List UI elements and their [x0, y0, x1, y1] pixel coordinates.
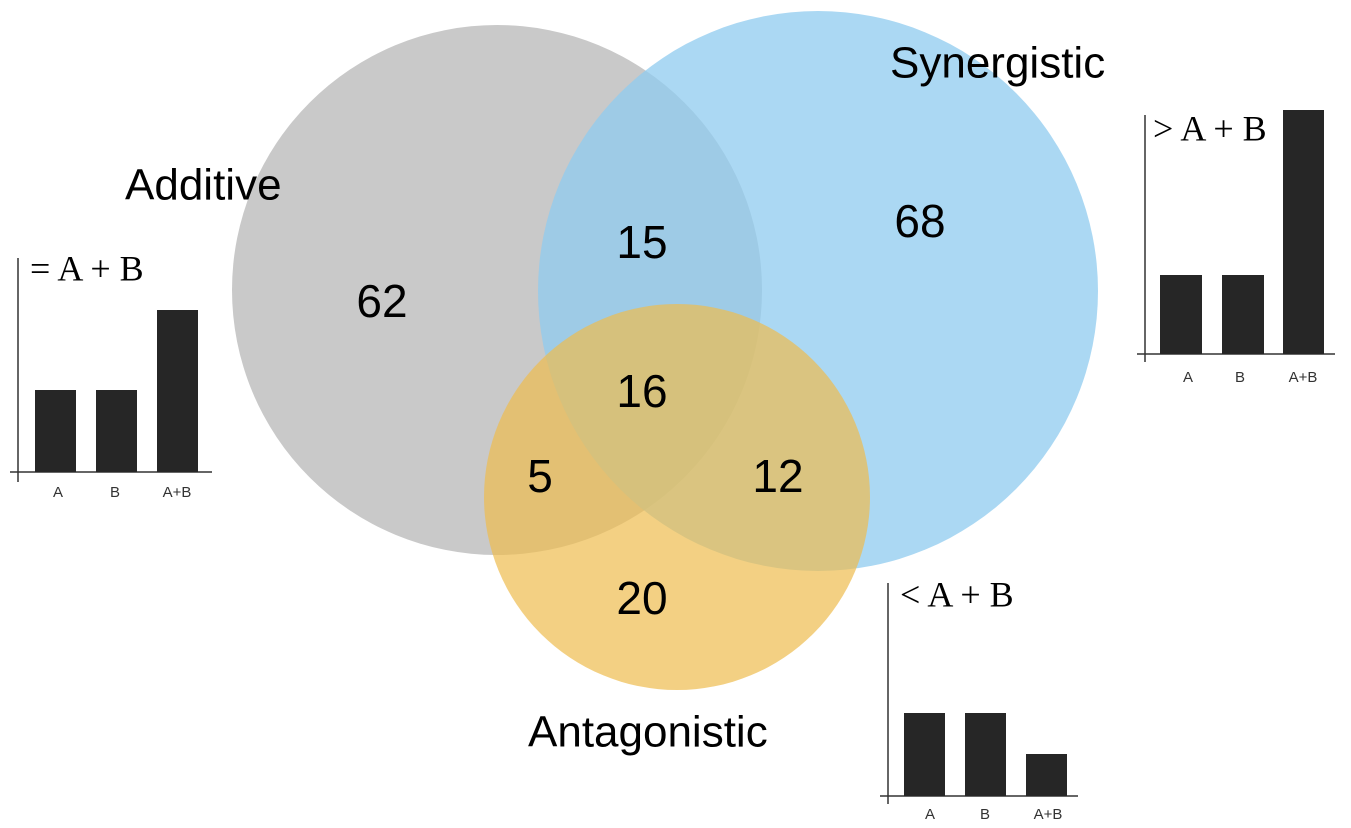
- formula: < A + B: [900, 574, 1014, 614]
- bar-label: A+B: [163, 484, 192, 501]
- region-count: 5: [527, 450, 553, 502]
- icon-bar: [965, 713, 1006, 796]
- icon-bar: [904, 713, 945, 796]
- icon-bar: [96, 390, 137, 472]
- region-count: 16: [616, 365, 667, 417]
- region-count: 62: [356, 275, 407, 327]
- icon-bar: [1283, 110, 1324, 354]
- set-label: Antagonistic: [528, 708, 768, 757]
- antagonistic-circle: [484, 304, 870, 690]
- region-count: 12: [752, 450, 803, 502]
- bar-label: A: [53, 484, 63, 501]
- bar-label: B: [1235, 369, 1245, 386]
- region-count: 68: [894, 195, 945, 247]
- inset-synergistic: > A + B A B A+B: [1137, 108, 1335, 386]
- icon-bar: [1026, 754, 1067, 796]
- bar-label: A+B: [1034, 806, 1063, 823]
- icon-bar: [1160, 275, 1202, 354]
- set-label: Additive: [125, 161, 282, 210]
- icon-bar: [1222, 275, 1264, 354]
- set-label: Synergistic: [890, 39, 1105, 88]
- bar-label: B: [980, 806, 990, 823]
- region-count: 15: [616, 216, 667, 268]
- bar-label: A: [1183, 369, 1193, 386]
- formula: > A + B: [1153, 108, 1267, 148]
- icon-bar: [157, 310, 198, 472]
- region-count: 20: [616, 572, 667, 624]
- inset-antagonistic: < A + B A B A+B: [880, 574, 1078, 823]
- icon-bar: [35, 390, 76, 472]
- bar-label: A+B: [1289, 369, 1318, 386]
- bar-label: A: [925, 806, 935, 823]
- inset-additive: = A + B A B A+B: [10, 248, 212, 501]
- formula: = A + B: [30, 248, 144, 288]
- bar-label: B: [110, 484, 120, 501]
